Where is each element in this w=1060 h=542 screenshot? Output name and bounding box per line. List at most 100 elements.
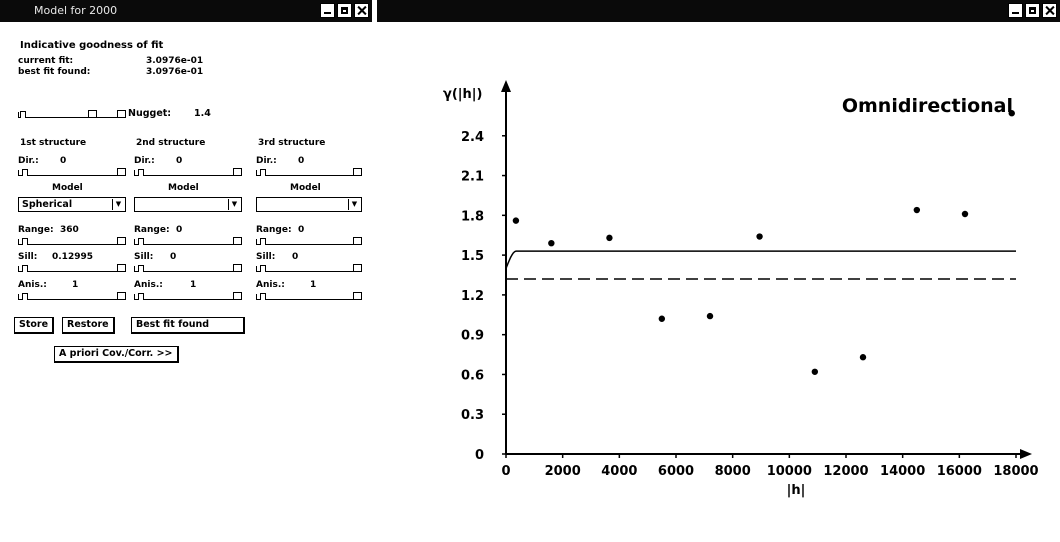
structure-3-anis-value: 1 xyxy=(310,280,317,290)
chevron-down-icon: ▼ xyxy=(348,199,360,210)
y-tick-label: 0.6 xyxy=(461,368,484,383)
structure-3-range-slider[interactable] xyxy=(256,236,362,246)
chart-title: Omnidirectional xyxy=(842,95,1013,117)
data-point xyxy=(512,217,520,224)
structure-1-heading: 1st structure xyxy=(20,138,87,148)
structure-1-dir-slider[interactable] xyxy=(18,167,126,177)
structure-3-heading: 3rd structure xyxy=(258,138,326,148)
structure-1-model-value: Spherical xyxy=(22,199,73,210)
structure-1-anis-value: 1 xyxy=(72,280,79,290)
nugget-slider[interactable] xyxy=(18,109,126,119)
best-fit-value: 3.0976e-01 xyxy=(146,67,204,77)
structure-2-heading: 2nd structure xyxy=(136,138,206,148)
nugget-slider-arrow-right[interactable] xyxy=(117,110,126,118)
best-fit-button[interactable]: Best fit found xyxy=(131,317,245,334)
structure-3-dir-label: Dir.: xyxy=(256,156,277,166)
x-tick-label: 14000 xyxy=(880,464,925,479)
model-window-titlebar[interactable]: Model for 2000 xyxy=(0,0,372,22)
restore-button[interactable]: Restore xyxy=(62,317,115,334)
structure-2-range-value: 0 xyxy=(176,225,183,235)
data-point xyxy=(961,210,969,218)
minimize-icon[interactable] xyxy=(1008,3,1023,18)
structure-2-model-select[interactable]: ▼ xyxy=(134,197,242,212)
variogram-window: Omnidirectional γ(|h|) |h| 0 2000 4000 6000… xyxy=(377,0,1060,542)
structure-1-model-select[interactable]: Spherical ▼ xyxy=(18,197,126,212)
nugget-label: Nugget: xyxy=(128,108,172,119)
x-tick-label: 0 xyxy=(501,464,510,479)
x-tick-label: 18000 xyxy=(993,464,1038,479)
data-point xyxy=(658,315,666,322)
structure-2-range-label: Range: xyxy=(134,225,170,235)
y-axis-arrow xyxy=(501,80,511,92)
structure-2-dir-value: 0 xyxy=(176,156,183,166)
structure-1-range-value: 360 xyxy=(60,225,79,235)
chevron-down-icon: ▼ xyxy=(112,199,124,210)
x-tick-label: 4000 xyxy=(601,464,637,479)
structure-1-model-label: Model xyxy=(52,183,83,193)
structure-2-range-slider[interactable] xyxy=(134,236,242,246)
y-tick-label: 2.4 xyxy=(461,130,484,145)
chart-ticks: 0 2000 4000 6000 8000 10000 12000 14000 16000 180… xyxy=(461,130,1039,479)
structure-3-anis-slider[interactable] xyxy=(256,291,362,301)
model-window: Model for 2000 Indicative goodness of fi… xyxy=(0,0,372,542)
nugget-slider-arrow[interactable] xyxy=(88,110,97,118)
x-tick-label: 10000 xyxy=(767,464,812,479)
data-point xyxy=(859,354,867,361)
structure-1-sill-slider[interactable] xyxy=(18,263,126,273)
x-tick-label: 8000 xyxy=(715,464,751,479)
structure-2-anis-value: 1 xyxy=(190,280,197,290)
structure-2-dir-label: Dir.: xyxy=(134,156,155,166)
y-axis-label: γ(|h|) xyxy=(443,87,483,102)
data-point xyxy=(606,234,613,242)
chevron-down-icon: ▼ xyxy=(228,199,240,210)
data-point xyxy=(756,233,763,240)
structure-1-range-slider[interactable] xyxy=(18,236,126,246)
structure-3-dir-value: 0 xyxy=(298,156,305,166)
structure-2-anis-slider[interactable] xyxy=(134,291,242,301)
variogram-chart: Omnidirectional γ(|h|) |h| 0 2000 4000 6000… xyxy=(443,80,1039,498)
structure-2-sill-slider[interactable] xyxy=(134,263,242,273)
structure-3-range-value: 0 xyxy=(298,225,305,235)
structure-3-range-label: Range: xyxy=(256,225,292,235)
store-button[interactable]: Store xyxy=(14,317,55,334)
x-tick-label: 6000 xyxy=(658,464,694,479)
structure-2-model-label: Model xyxy=(168,183,199,193)
maximize-icon[interactable] xyxy=(1025,3,1040,18)
structure-3-model-select[interactable]: ▼ xyxy=(256,197,362,212)
structure-1-anis-slider[interactable] xyxy=(18,291,126,301)
close-icon[interactable] xyxy=(354,3,369,18)
current-fit-value: 3.0976e-01 xyxy=(146,56,204,66)
maximize-icon[interactable] xyxy=(337,3,352,18)
variogram-window-titlebar[interactable] xyxy=(377,0,1060,22)
structure-2-sill-label: Sill: xyxy=(134,252,154,262)
structure-1-anis-label: Anis.: xyxy=(18,280,47,290)
close-icon[interactable] xyxy=(1042,3,1057,18)
structure-1-dir-label: Dir.: xyxy=(18,156,39,166)
apriori-button[interactable]: A priori Cov./Corr. >> xyxy=(54,346,179,363)
x-tick-label: 12000 xyxy=(823,464,868,479)
structure-3-sill-value: 0 xyxy=(292,252,299,262)
structure-3-sill-slider[interactable] xyxy=(256,263,362,273)
x-axis-arrow xyxy=(1020,449,1032,459)
structure-2-dir-slider[interactable] xyxy=(134,167,242,177)
structure-3-model-label: Model xyxy=(290,183,321,193)
structure-3-dir-slider[interactable] xyxy=(256,167,362,177)
data-point xyxy=(548,239,555,247)
best-fit-label: best fit found: xyxy=(18,67,91,77)
y-tick-label: 1.8 xyxy=(461,209,484,224)
structure-2-sill-value: 0 xyxy=(170,252,177,262)
model-window-title: Model for 2000 xyxy=(34,4,118,17)
nugget-slider-thumb[interactable] xyxy=(20,111,26,118)
nugget-value: 1.4 xyxy=(194,108,211,119)
structure-2-anis-label: Anis.: xyxy=(134,280,163,290)
chart-axes xyxy=(501,80,1032,459)
structure-3-sill-label: Sill: xyxy=(256,252,276,262)
y-tick-label: 0.3 xyxy=(461,408,484,423)
x-tick-label: 16000 xyxy=(937,464,982,479)
y-tick-label: 0.9 xyxy=(461,329,484,344)
structure-1-sill-value: 0.12995 xyxy=(52,252,93,262)
minimize-icon[interactable] xyxy=(320,3,335,18)
structure-1-sill-label: Sill: xyxy=(18,252,38,262)
y-tick-label: 1.5 xyxy=(461,249,484,264)
chart-points xyxy=(512,110,1015,375)
